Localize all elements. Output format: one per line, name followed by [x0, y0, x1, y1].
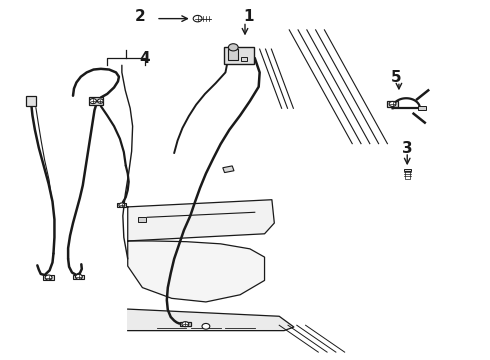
Polygon shape: [128, 200, 274, 241]
Bar: [223, 166, 234, 172]
Polygon shape: [128, 309, 294, 330]
Text: 1: 1: [244, 9, 254, 24]
Text: 2: 2: [135, 9, 146, 24]
Text: 5: 5: [391, 70, 402, 85]
Circle shape: [45, 275, 52, 280]
Text: 3: 3: [402, 141, 413, 156]
Bar: [118, 203, 126, 207]
Text: 4: 4: [140, 50, 150, 66]
Bar: [43, 275, 54, 280]
Bar: [25, 96, 36, 107]
Polygon shape: [128, 241, 265, 302]
Circle shape: [228, 44, 238, 51]
Bar: [74, 275, 84, 279]
Circle shape: [119, 203, 125, 207]
Bar: [139, 217, 147, 222]
Circle shape: [98, 99, 103, 103]
Bar: [387, 101, 398, 107]
Bar: [89, 97, 103, 105]
Circle shape: [75, 274, 82, 279]
Bar: [179, 322, 191, 326]
Bar: [224, 46, 254, 64]
Circle shape: [182, 321, 189, 327]
Circle shape: [193, 15, 202, 22]
Bar: [241, 57, 247, 60]
Circle shape: [90, 99, 97, 104]
Bar: [228, 49, 238, 60]
Circle shape: [389, 102, 396, 107]
Circle shape: [202, 323, 210, 329]
Bar: [404, 168, 411, 171]
Bar: [418, 107, 426, 110]
